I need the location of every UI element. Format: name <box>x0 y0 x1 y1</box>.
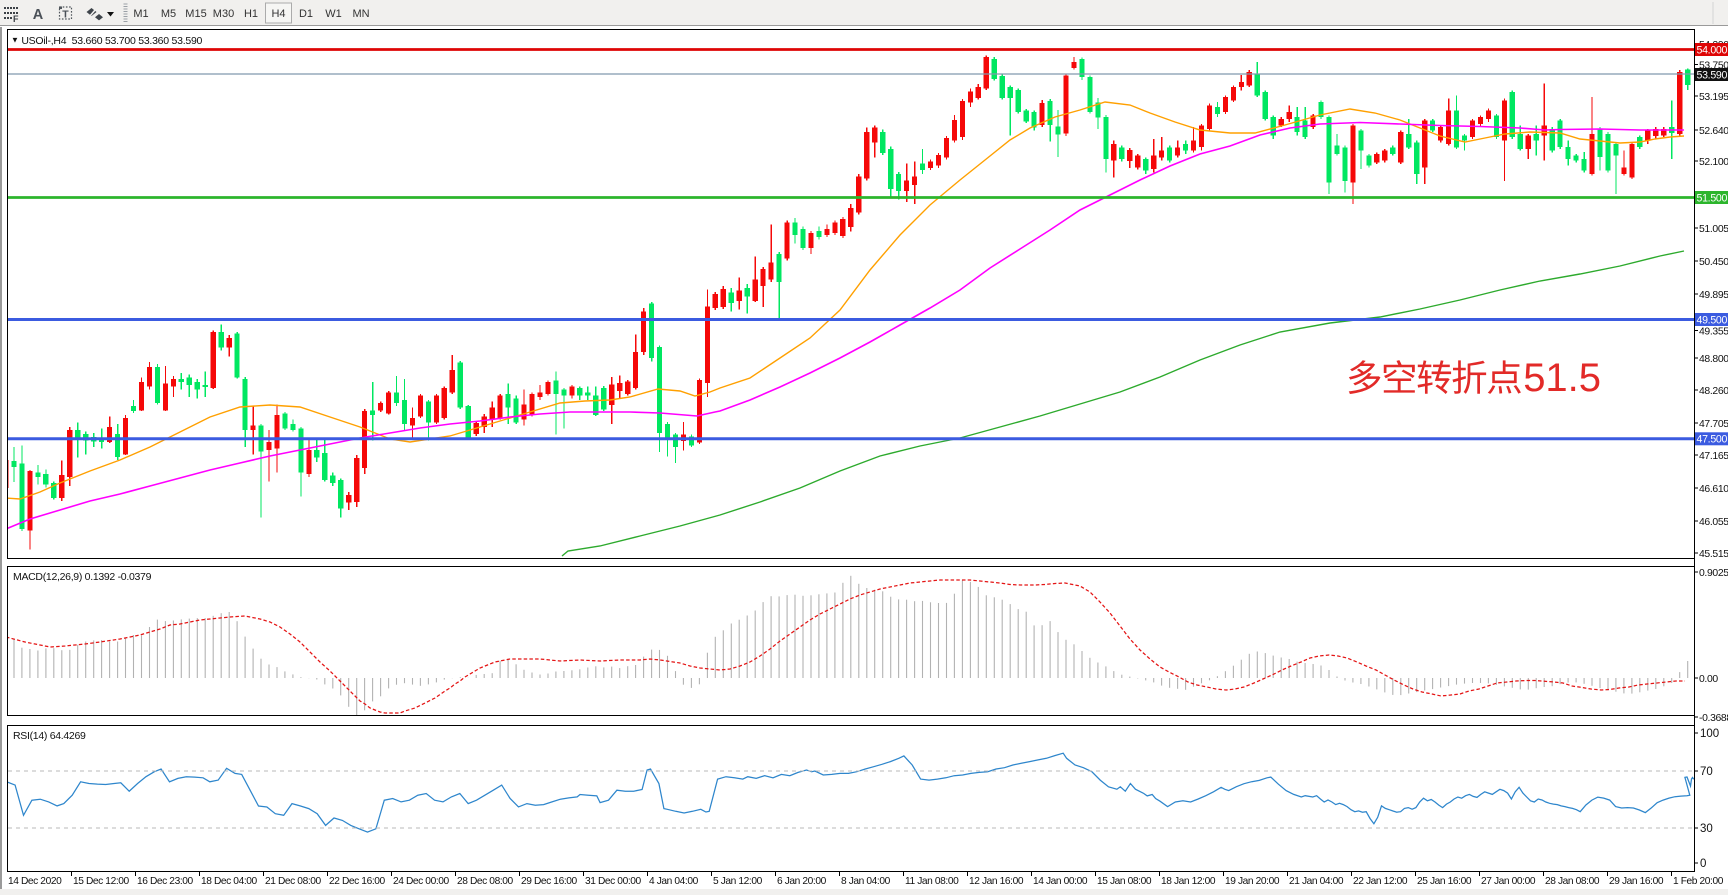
svg-text:100: 100 <box>1700 728 1719 740</box>
svg-text:49.500: 49.500 <box>1697 314 1728 326</box>
svg-text:W1: W1 <box>325 8 342 20</box>
svg-text:19 Jan 20:00: 19 Jan 20:00 <box>1225 876 1280 887</box>
svg-text:47.500: 47.500 <box>1697 434 1728 446</box>
svg-text:46.055: 46.055 <box>1699 517 1728 528</box>
svg-text:51.005: 51.005 <box>1699 224 1728 235</box>
svg-text:22 Dec 16:00: 22 Dec 16:00 <box>329 876 386 887</box>
svg-text:53.195: 53.195 <box>1699 92 1728 103</box>
svg-text:6 Jan 20:00: 6 Jan 20:00 <box>777 876 827 887</box>
svg-text:D1: D1 <box>299 8 313 20</box>
svg-text:31 Dec 00:00: 31 Dec 00:00 <box>585 876 642 887</box>
svg-text:54.000: 54.000 <box>1697 44 1728 56</box>
svg-text:15 Dec 12:00: 15 Dec 12:00 <box>73 876 130 887</box>
svg-text:4 Jan 04:00: 4 Jan 04:00 <box>649 876 699 887</box>
svg-text:1 Feb 20:00: 1 Feb 20:00 <box>1673 876 1724 887</box>
svg-text:21 Dec 08:00: 21 Dec 08:00 <box>265 876 322 887</box>
svg-text:21 Jan 04:00: 21 Jan 04:00 <box>1289 876 1344 887</box>
svg-text:28 Jan 08:00: 28 Jan 08:00 <box>1545 876 1600 887</box>
svg-text:30: 30 <box>1700 823 1713 835</box>
svg-text:T: T <box>62 9 69 21</box>
svg-text:M15: M15 <box>185 8 206 20</box>
svg-text:M1: M1 <box>133 8 148 20</box>
svg-text:52.640: 52.640 <box>1699 126 1728 137</box>
svg-text:45.515: 45.515 <box>1699 549 1728 560</box>
svg-text:53.590: 53.590 <box>1697 69 1728 81</box>
svg-text:A: A <box>33 7 44 23</box>
svg-text:70: 70 <box>1700 766 1713 778</box>
svg-text:M5: M5 <box>161 8 176 20</box>
svg-text:H1: H1 <box>244 8 258 20</box>
svg-text:M30: M30 <box>213 8 234 20</box>
svg-text:53.750: 53.750 <box>1699 61 1728 72</box>
svg-text:0: 0 <box>1700 858 1706 870</box>
svg-text:15 Jan 08:00: 15 Jan 08:00 <box>1097 876 1152 887</box>
svg-text:12 Jan 16:00: 12 Jan 16:00 <box>969 876 1024 887</box>
svg-text:49.895: 49.895 <box>1699 290 1728 301</box>
svg-text:14 Jan 00:00: 14 Jan 00:00 <box>1033 876 1088 887</box>
svg-text:MN: MN <box>352 8 369 20</box>
svg-text:47.705: 47.705 <box>1699 419 1728 430</box>
svg-text:18 Jan 12:00: 18 Jan 12:00 <box>1161 876 1216 887</box>
svg-text:48.800: 48.800 <box>1699 354 1728 365</box>
svg-text:18 Dec 04:00: 18 Dec 04:00 <box>201 876 258 887</box>
svg-text:52.100: 52.100 <box>1699 157 1728 168</box>
svg-text:F: F <box>13 14 19 24</box>
svg-text:H4: H4 <box>271 8 285 20</box>
svg-text:24 Dec 00:00: 24 Dec 00:00 <box>393 876 450 887</box>
svg-text:28 Dec 08:00: 28 Dec 08:00 <box>457 876 514 887</box>
svg-text:29 Jan 16:00: 29 Jan 16:00 <box>1609 876 1664 887</box>
svg-text:27 Jan 00:00: 27 Jan 00:00 <box>1481 876 1536 887</box>
svg-text:29 Dec 16:00: 29 Dec 16:00 <box>521 876 578 887</box>
svg-text:48.260: 48.260 <box>1699 386 1728 397</box>
svg-text:8 Jan 04:00: 8 Jan 04:00 <box>841 876 891 887</box>
svg-text:16 Dec 23:00: 16 Dec 23:00 <box>137 876 194 887</box>
svg-text:51.500: 51.500 <box>1697 192 1728 204</box>
svg-text:14 Dec 2020: 14 Dec 2020 <box>8 876 62 887</box>
svg-text:46.610: 46.610 <box>1699 484 1728 495</box>
svg-text:-0.3688: -0.3688 <box>1699 713 1728 724</box>
svg-text:50.450: 50.450 <box>1699 257 1728 268</box>
svg-text:22 Jan 12:00: 22 Jan 12:00 <box>1353 876 1408 887</box>
svg-text:0.9025: 0.9025 <box>1699 568 1728 579</box>
svg-text:47.165: 47.165 <box>1699 451 1728 462</box>
svg-text:51.5: 51.5 <box>1523 356 1601 400</box>
svg-text:49.355: 49.355 <box>1699 327 1728 338</box>
svg-text:5 Jan 12:00: 5 Jan 12:00 <box>713 876 763 887</box>
svg-text:0.00: 0.00 <box>1699 674 1718 685</box>
svg-text:25 Jan 16:00: 25 Jan 16:00 <box>1417 876 1472 887</box>
svg-text:11 Jan 08:00: 11 Jan 08:00 <box>905 876 959 887</box>
